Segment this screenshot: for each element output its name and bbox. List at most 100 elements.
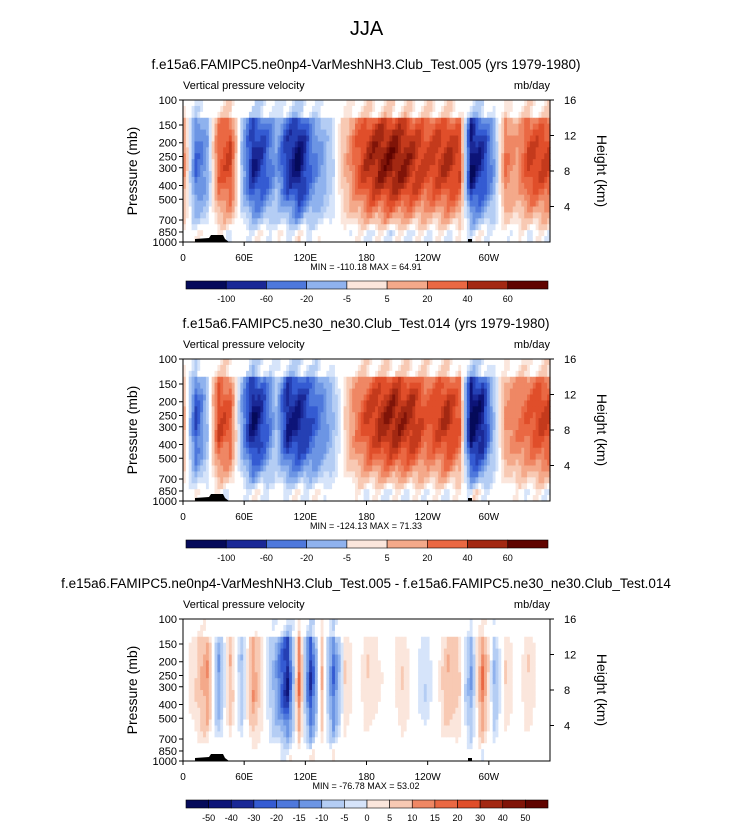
panel2-field-cell	[243, 447, 247, 455]
panel1-field-cell	[240, 176, 244, 184]
panel1-field-cell	[326, 212, 330, 219]
panel2-field-cell	[355, 489, 359, 496]
panel1-field-cell	[547, 117, 551, 125]
panel2-field-cell	[200, 441, 204, 449]
panel2-field-cell	[317, 376, 322, 384]
panel1-field-cell	[409, 123, 413, 131]
panel2-field-cell	[383, 430, 388, 437]
panel1-field-cell	[409, 194, 413, 202]
panel1-field-cell	[489, 212, 494, 219]
panel1-field-cell	[492, 135, 497, 143]
panel1-field-cell	[200, 111, 204, 119]
panel2-field-cell	[334, 364, 339, 372]
panel1-field-cell	[398, 111, 402, 119]
panel1-field-cell	[489, 182, 494, 190]
panel1-field-cell	[458, 153, 462, 160]
panel1-field-cell	[455, 153, 459, 160]
panel2-field-cell	[283, 359, 287, 366]
panel2-field-cell	[377, 489, 382, 496]
panel1-field-cell	[183, 141, 187, 148]
panel2-field-cell	[317, 370, 322, 378]
panel1-field-cell	[426, 159, 431, 166]
panel2-field-cell	[226, 376, 230, 384]
panel1-field-cell	[452, 153, 456, 160]
panel1-field-cell	[231, 200, 236, 208]
panel2-field-cell	[297, 359, 302, 366]
panel2-field-cell	[375, 376, 379, 384]
panel1-field-cell	[208, 224, 213, 231]
panel1-field-cell	[515, 141, 520, 148]
panel1-field-cell	[280, 182, 284, 190]
panel1-field-cell	[243, 236, 247, 243]
panel2-field-cell	[240, 388, 244, 396]
panel1-field-cell	[286, 182, 290, 190]
panel1-field-cell	[243, 230, 247, 237]
panel1-field-cell	[194, 194, 198, 202]
panel1-field-cell	[438, 200, 442, 208]
panel2-field-cell	[375, 489, 379, 496]
panel2-field-cell	[369, 400, 373, 407]
panel1-field-cell	[266, 159, 270, 166]
panel1-field-cell	[400, 117, 405, 125]
panel2-field-cell	[309, 489, 313, 496]
panel1-field-cell	[205, 212, 210, 219]
panel1-field-cell	[380, 224, 385, 231]
panel1-field-cell	[306, 224, 310, 231]
panel2-field-cell	[352, 489, 356, 496]
panel1-field-cell	[532, 111, 537, 119]
panel2-field-cell	[240, 359, 244, 366]
panel2-field-cell	[260, 394, 264, 402]
panel2-field-cell	[203, 465, 207, 473]
panel1-field-cell	[443, 135, 448, 143]
panel1-field-cell	[291, 212, 296, 219]
panel1-field-cell	[415, 188, 419, 196]
panel2-field-cell	[183, 394, 187, 402]
panel1-field-cell	[283, 165, 287, 172]
panel2-field-cell	[269, 412, 273, 419]
panel2-field-cell	[377, 418, 382, 425]
panel2-field-cell	[260, 447, 264, 455]
panel1-field-cell	[380, 212, 385, 219]
panel2-field-cell	[203, 471, 207, 478]
panel1-field-cell	[286, 105, 290, 113]
panel1-field-cell	[214, 176, 219, 184]
panel1-field-cell	[214, 194, 219, 202]
panel2-field-cell	[398, 453, 402, 461]
panel1-field-cell	[312, 165, 316, 172]
panel1-field-cell	[228, 212, 233, 219]
panel1-field-cell	[463, 194, 468, 202]
panel1-field-cell	[191, 159, 196, 166]
panel1-field-cell	[312, 182, 316, 190]
panel2-field-cell	[183, 447, 187, 455]
panel1-field-cell	[409, 105, 413, 113]
panel2-field-cell	[246, 471, 250, 478]
panel2-field-cell	[352, 477, 356, 484]
panel1-field-cell	[366, 129, 370, 137]
panel1-field-cell	[191, 206, 196, 214]
panel1-field-cell	[498, 165, 502, 172]
panel1-field-cell	[389, 206, 393, 214]
panel1-field-cell	[334, 111, 339, 119]
panel2-field-cell	[380, 459, 385, 467]
panel2-field-cell	[349, 447, 353, 455]
panel2-field-cell	[277, 400, 282, 407]
panel1-field-cell	[420, 224, 425, 231]
panel1-field-cell	[369, 165, 373, 172]
panel2-field-cell	[400, 477, 405, 484]
panel2-field-cell	[306, 424, 310, 431]
panel2-field-cell	[306, 459, 310, 467]
panel1-field-cell	[389, 165, 393, 172]
panel1-field-cell	[349, 141, 353, 148]
panel2-field-cell	[205, 453, 210, 461]
panel1-field-cell	[484, 218, 488, 225]
panel1-field-cell	[277, 159, 282, 166]
panel1-field-cell	[320, 188, 325, 196]
panel2-field-cell	[271, 359, 276, 366]
panel1-field-cell	[524, 212, 528, 219]
panel1-field-cell	[478, 218, 482, 225]
panel2-field-cell	[260, 370, 264, 378]
panel1-field-cell	[226, 111, 230, 119]
panel2-field-cell	[360, 400, 365, 407]
panel2-field-cell	[211, 412, 216, 419]
panel2-field-cell	[366, 441, 370, 449]
